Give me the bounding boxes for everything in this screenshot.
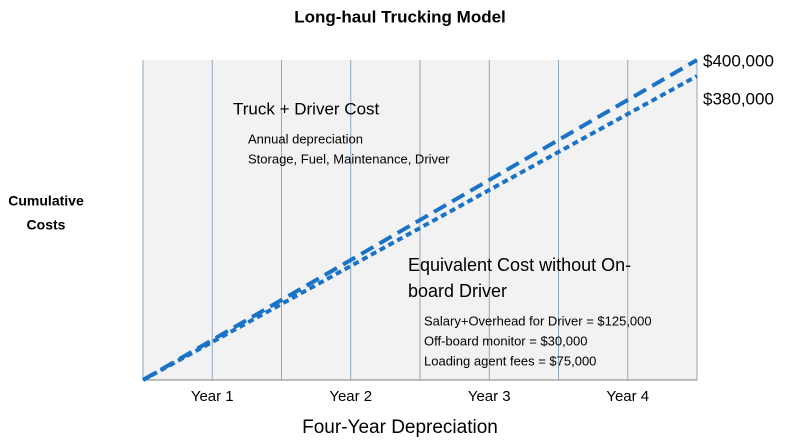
annotation-note: Annual depreciation	[248, 131, 363, 146]
x-tick-label: Year 4	[606, 388, 649, 405]
y-axis-label: Cumulative	[8, 193, 84, 209]
annotation-note: Loading agent fees = $75,000	[424, 353, 596, 368]
y-axis-label: Costs	[27, 217, 66, 233]
line-series	[141, 58, 699, 382]
x-axis-label: Four-Year Depreciation	[302, 417, 498, 438]
annotation-note: Off-board monitor = $30,000	[424, 333, 587, 348]
x-tick-label: Year 1	[191, 388, 234, 405]
chart-title: Long-haul Trucking Model	[294, 7, 506, 26]
annotation-title: Equivalent Cost without On-	[408, 255, 631, 275]
x-tick-label: Year 2	[329, 388, 372, 405]
data-label: $400,000	[703, 51, 774, 70]
line-series	[142, 74, 698, 382]
x-tick-label: Year 3	[468, 388, 511, 405]
annotation-note: Storage, Fuel, Maintenance, Driver	[248, 151, 450, 166]
annotation-title: board Driver	[408, 281, 507, 301]
annotation-note: Salary+Overhead for Driver = $125,000	[424, 313, 652, 328]
annotation-title: Truck + Driver Cost	[233, 99, 380, 118]
data-label: $380,000	[703, 89, 774, 108]
